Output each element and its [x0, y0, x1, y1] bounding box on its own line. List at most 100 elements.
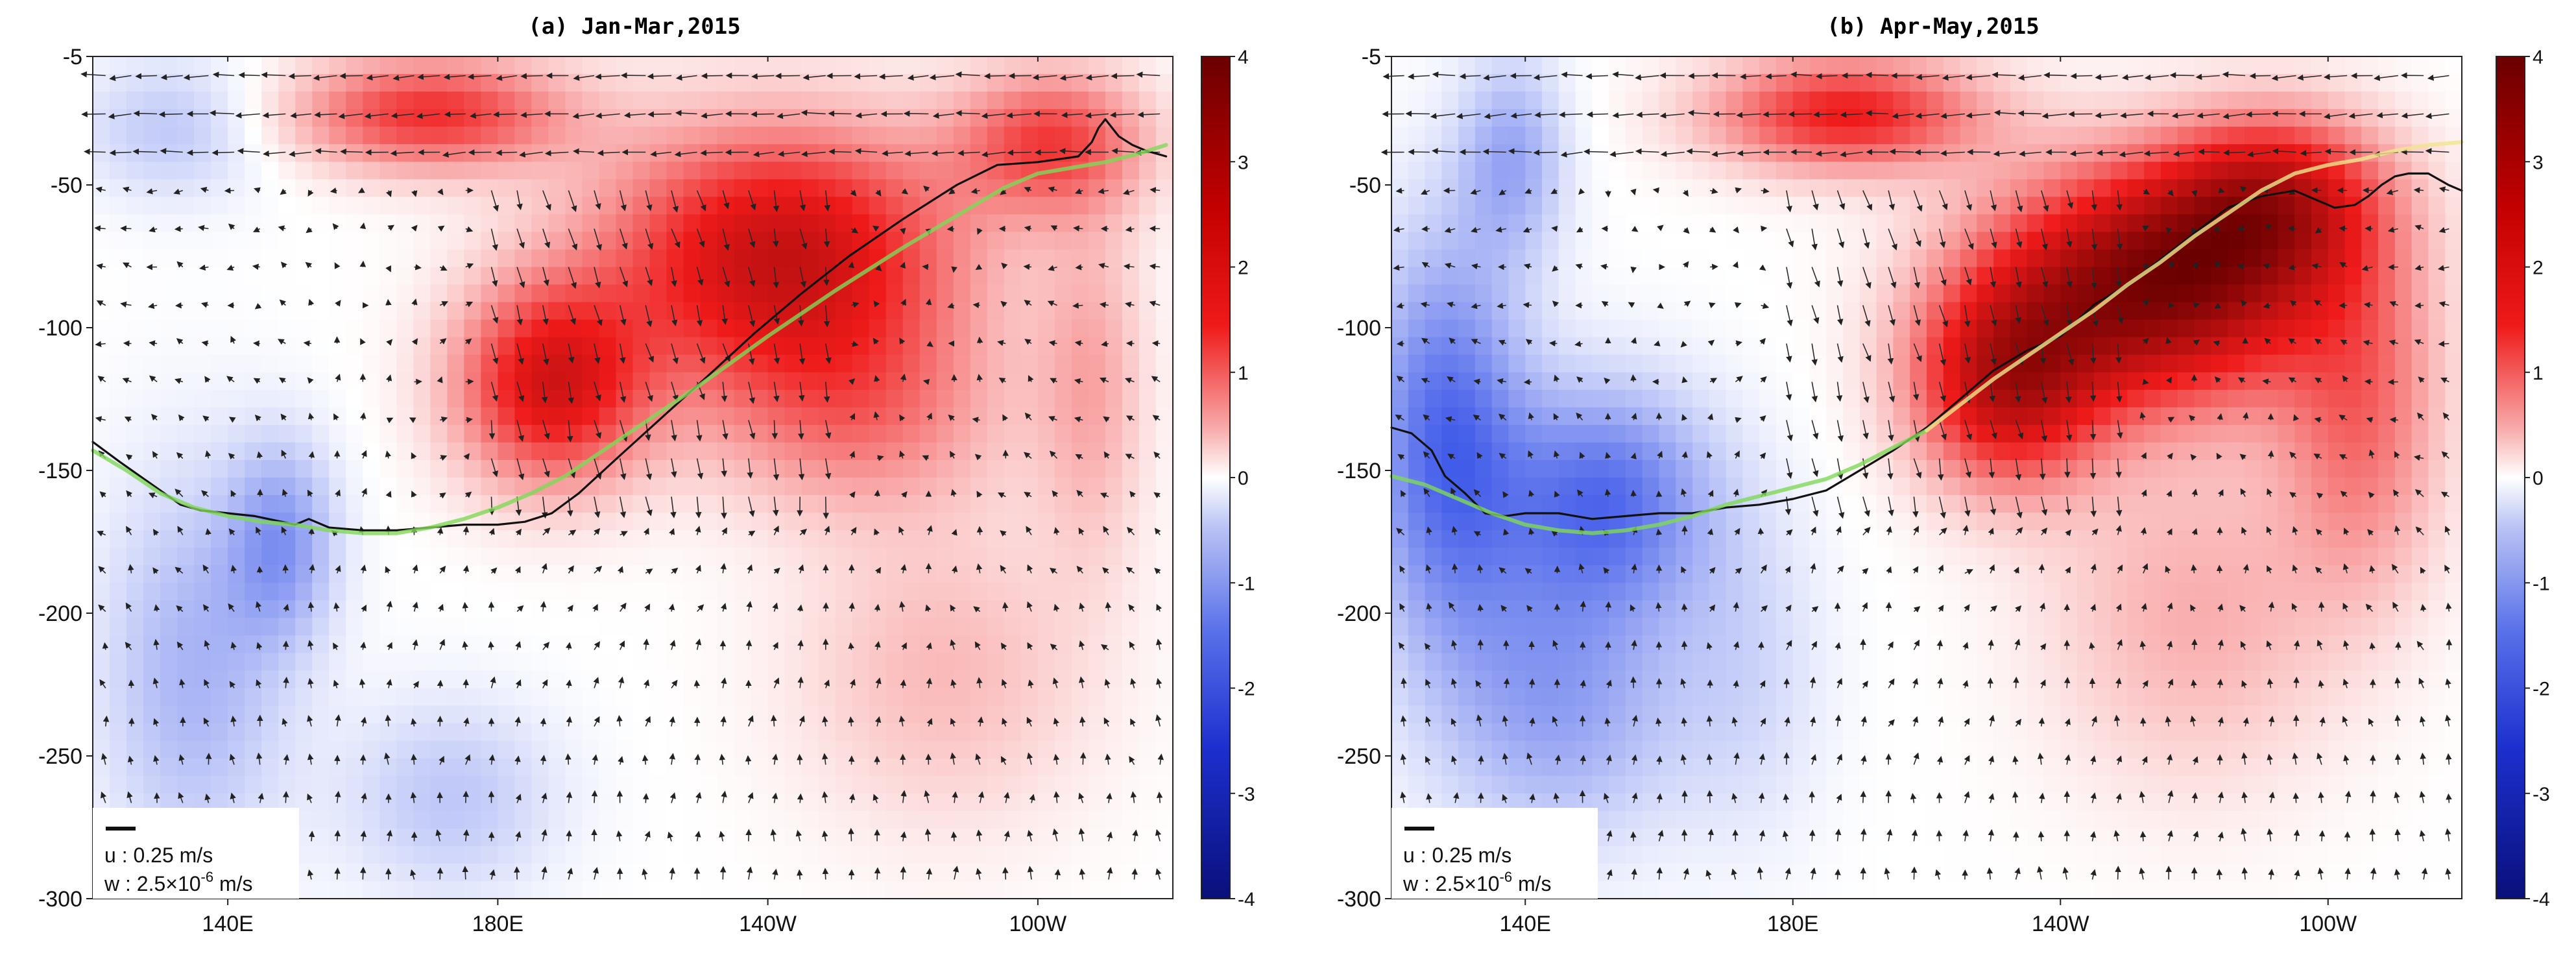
heatmap-cell	[1408, 758, 1426, 777]
heatmap-cell	[953, 302, 971, 321]
heatmap-cell	[1659, 162, 1677, 180]
heatmap-cell	[143, 530, 161, 548]
heatmap-cell	[1425, 740, 1443, 759]
heatmap-cell	[1391, 109, 1409, 127]
heatmap-cell	[1054, 740, 1072, 759]
heatmap-cell	[548, 267, 566, 285]
heatmap-cell	[936, 600, 954, 619]
heatmap-cell	[329, 91, 346, 110]
heatmap-cell	[1408, 389, 1426, 408]
heatmap-cell	[1625, 319, 1643, 338]
heatmap-cell	[936, 810, 954, 829]
heatmap-cell	[649, 688, 668, 707]
heatmap-cell	[717, 91, 735, 110]
heatmap-cell	[1139, 302, 1157, 321]
heatmap-cell	[211, 372, 228, 391]
heatmap-cell	[211, 548, 228, 566]
heatmap-cell	[93, 249, 110, 268]
heatmap-cell	[1709, 389, 1727, 408]
heatmap-cell	[784, 460, 802, 478]
heatmap-cell	[126, 109, 144, 127]
heatmap-cell	[194, 319, 211, 338]
heatmap-cell	[1054, 389, 1072, 408]
heatmap-cell	[1525, 478, 1543, 496]
heatmap-cell	[228, 670, 245, 689]
heatmap-cell	[767, 407, 786, 426]
heatmap-cell	[666, 618, 684, 637]
heatmap-cell	[1408, 442, 1426, 461]
heatmap-cell	[1004, 845, 1022, 864]
heatmap-cell	[498, 758, 516, 777]
heatmap-cell	[1071, 319, 1089, 338]
heatmap-cell	[1408, 618, 1426, 637]
heatmap-cell	[1659, 302, 1677, 321]
heatmap-cell	[177, 424, 195, 443]
heatmap-cell	[110, 284, 127, 303]
heatmap-cell	[177, 583, 195, 601]
heatmap-cell	[953, 653, 971, 672]
heatmap-cell	[852, 319, 870, 338]
heatmap-cell	[312, 881, 330, 899]
heatmap-cell	[936, 284, 954, 303]
heatmap-cell	[531, 267, 549, 285]
heatmap-cell	[160, 302, 178, 321]
heatmap-cell	[1020, 513, 1039, 531]
heatmap-cell	[700, 653, 718, 672]
heatmap-cell	[784, 495, 802, 513]
heatmap-cell	[1122, 407, 1140, 426]
heatmap-cell	[514, 302, 533, 321]
heatmap-cell	[885, 389, 904, 408]
heatmap-cell	[396, 442, 415, 461]
heatmap-cell	[1676, 197, 1693, 215]
heatmap-cell	[1525, 530, 1543, 548]
heatmap-cell	[1542, 758, 1559, 777]
heatmap-cell	[818, 600, 836, 619]
velocity-arrow	[647, 111, 672, 117]
heatmap-cell	[126, 354, 144, 373]
heatmap-cell	[1037, 407, 1055, 426]
heatmap-cell	[1575, 478, 1593, 496]
heatmap-cell	[1575, 319, 1593, 338]
heatmap-cell	[751, 530, 769, 548]
heatmap-cell	[1625, 91, 1643, 110]
heatmap-cell	[413, 688, 431, 707]
velocity-arrow	[211, 149, 235, 156]
heatmap-cell	[649, 284, 668, 303]
heatmap-cell	[93, 460, 110, 478]
heatmap-cell	[1105, 319, 1123, 338]
heatmap-cell	[1676, 91, 1693, 110]
heatmap-cell	[1020, 495, 1039, 513]
heatmap-cell	[1692, 653, 1710, 672]
heatmap-cell	[1408, 302, 1426, 321]
heatmap-cell	[801, 354, 819, 373]
heatmap-cell	[751, 424, 769, 443]
heatmap-cell	[396, 319, 415, 338]
heatmap-cell	[1609, 618, 1626, 637]
heatmap-cell	[1542, 478, 1559, 496]
heatmap-cell	[1508, 249, 1526, 268]
heatmap-cell	[1004, 337, 1022, 356]
heatmap-cell	[514, 144, 533, 162]
heatmap-cell	[885, 723, 904, 742]
heatmap-cell	[143, 354, 161, 373]
heatmap-cell	[885, 319, 904, 338]
heatmap-cell	[194, 249, 211, 268]
heatmap-cell	[734, 688, 752, 707]
heatmap-cell	[363, 249, 381, 268]
heatmap-cell	[818, 179, 836, 198]
heatmap-cell	[278, 530, 296, 548]
heatmap-cell	[312, 162, 330, 180]
heatmap-cell	[531, 91, 549, 110]
heatmap-cell	[852, 284, 870, 303]
heatmap-cell	[1105, 407, 1123, 426]
heatmap-cell	[1071, 828, 1089, 847]
heatmap-cell	[413, 162, 431, 180]
heatmap-cell	[430, 688, 448, 707]
heatmap-cell	[1004, 407, 1022, 426]
heatmap-cell	[295, 372, 313, 391]
heatmap-cell	[1491, 548, 1510, 566]
heatmap-cell	[717, 670, 735, 689]
heatmap-cell	[481, 705, 499, 724]
heatmap-cell	[751, 863, 769, 882]
heatmap-cell	[1542, 688, 1559, 707]
